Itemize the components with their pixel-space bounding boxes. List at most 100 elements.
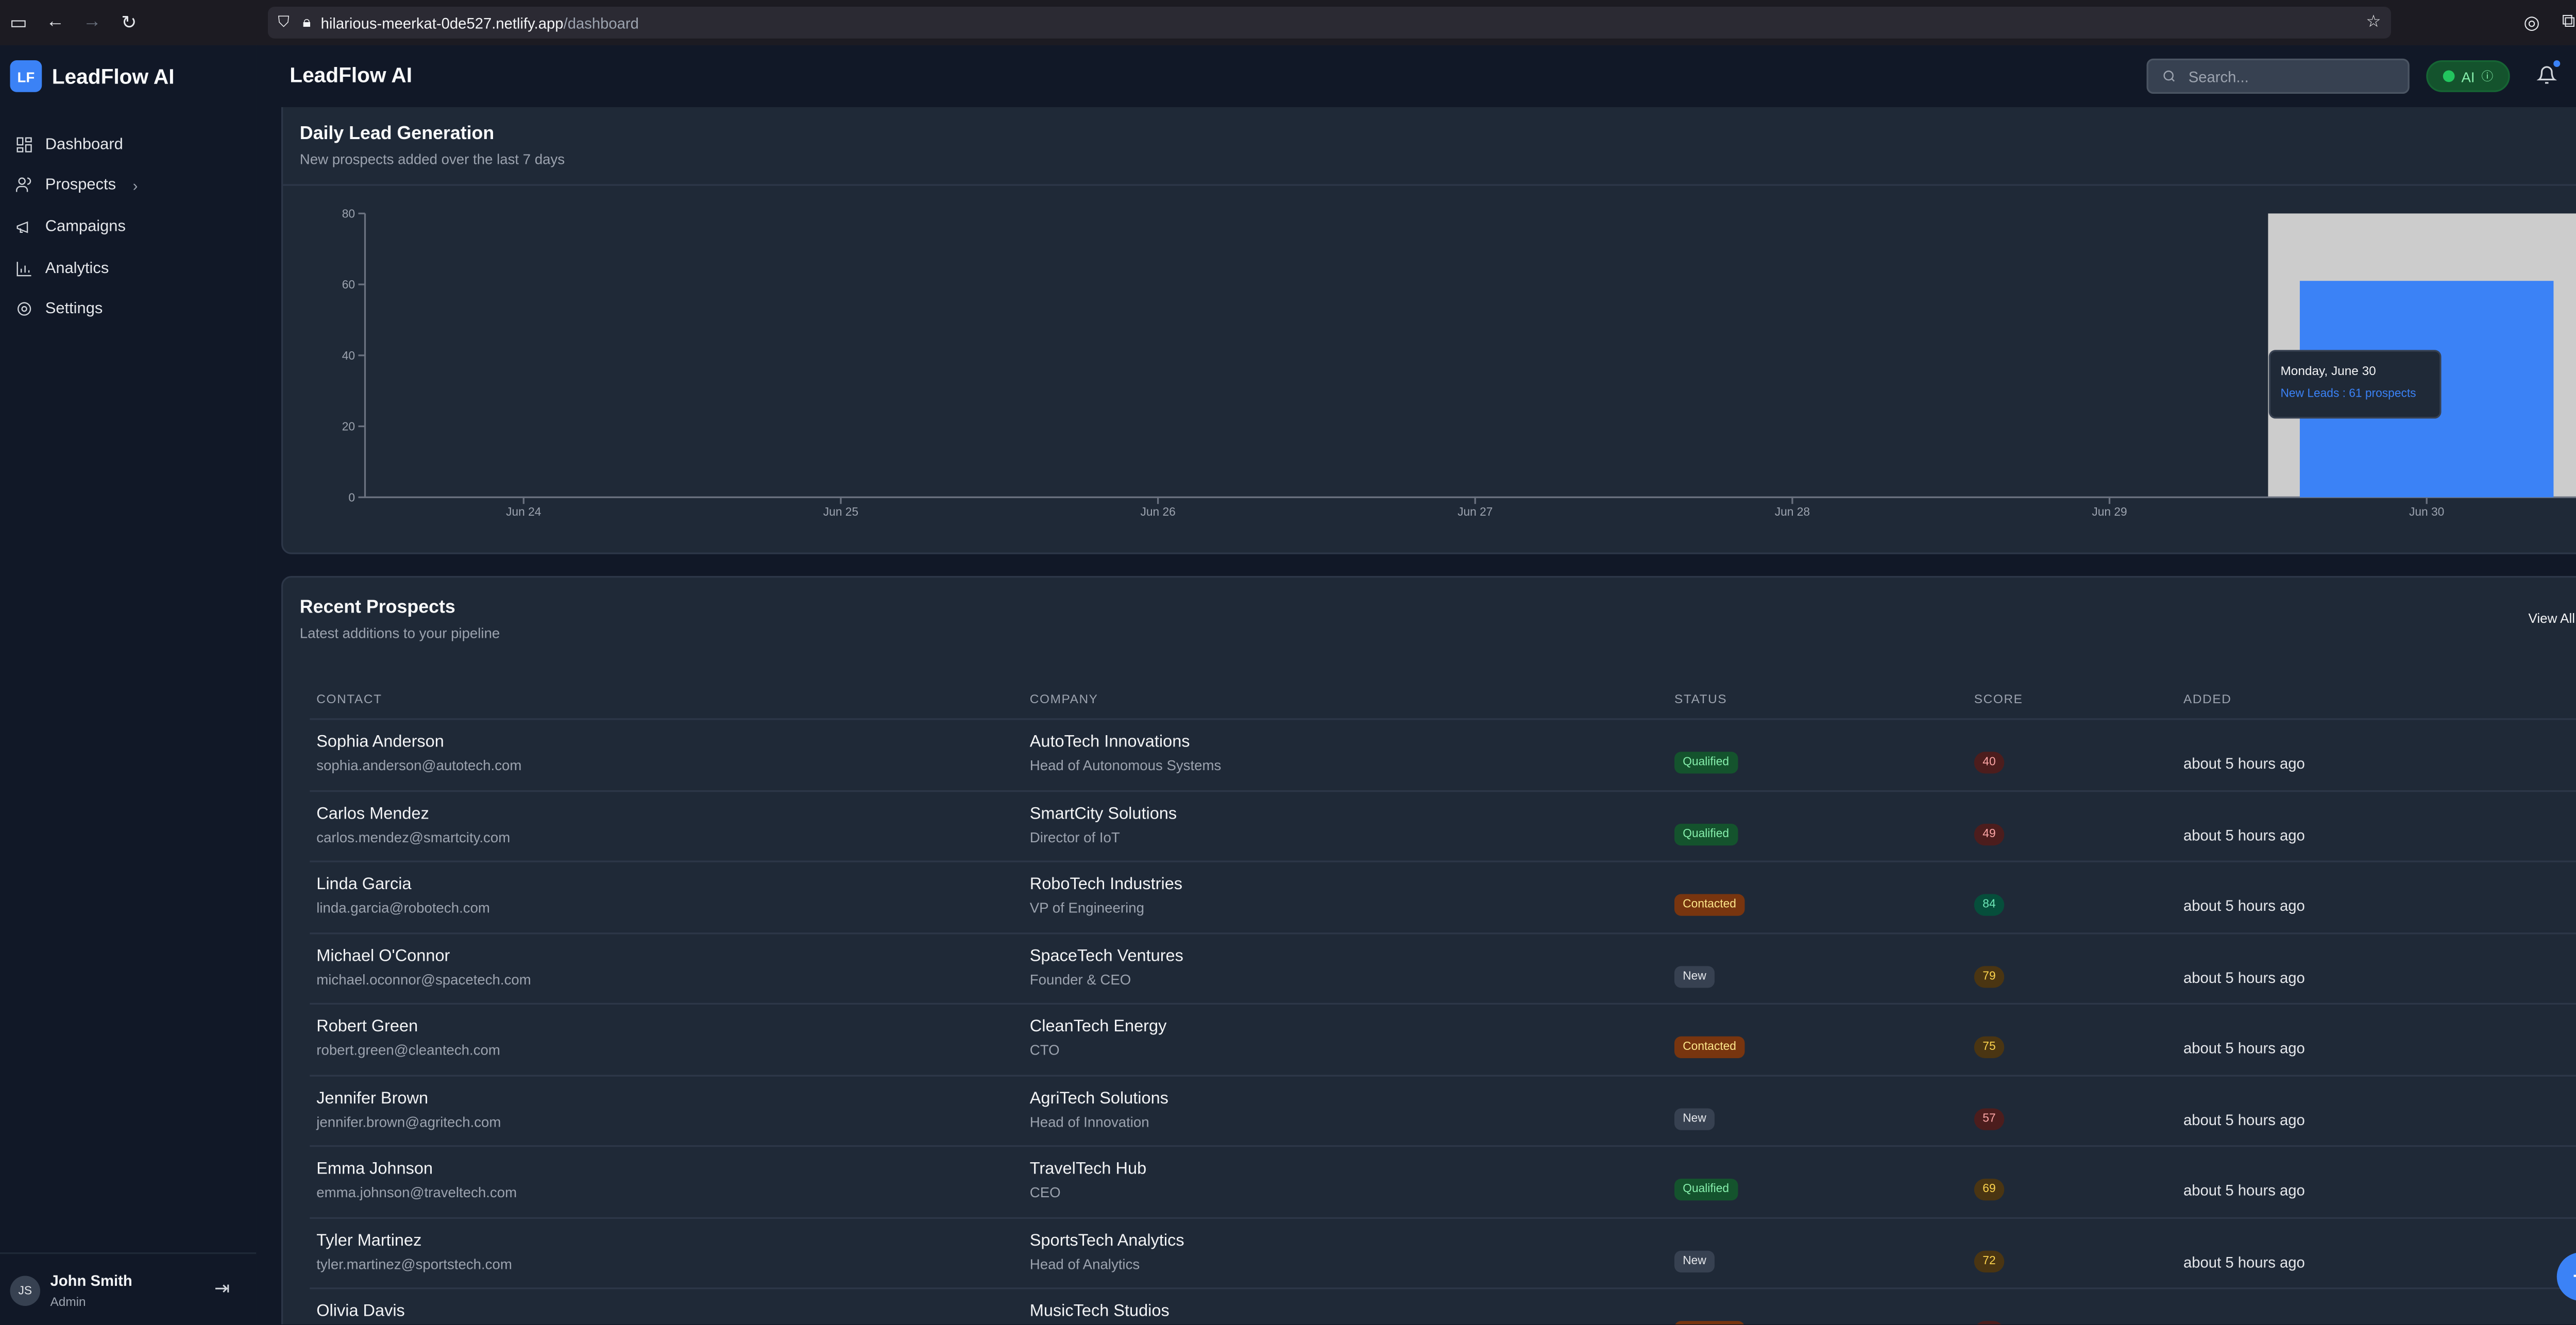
table-row[interactable]: Tyler Martinez tyler.martinez@sportstech.… [310,1216,2576,1289]
view-all-button[interactable]: View All [2528,611,2575,626]
sidebar-item-prospects[interactable]: Prospects › [15,176,138,194]
page-title: LeadFlow AI [290,63,413,88]
bookmark-star-icon[interactable]: ☆ [2366,13,2381,32]
search-placeholder: Search... [2188,67,2249,85]
score-badge: 40 [1974,752,2005,774]
table-row[interactable]: Carlos Mendez carlos.mendez@smartcity.com… [310,789,2576,862]
table-row[interactable]: Sophia Anderson sophia.anderson@autotech.… [310,718,2576,791]
y-tick-label: 40 [342,349,355,362]
score-badge: 84 [1974,894,2005,916]
avatar[interactable]: JS [10,1276,40,1306]
table-row[interactable]: Jennifer Brown jennifer.brown@agritech.co… [310,1074,2576,1147]
ai-status-badge[interactable]: AI ⓘ [2426,60,2510,92]
prospects-title: Recent Prospects [299,598,455,618]
prospects-subtitle: Latest additions to your pipeline [299,624,500,641]
x-tick-label: Jun 29 [2092,505,2127,518]
contact-email: sophia.anderson@autotech.com [316,757,522,774]
contact-cell: Carlos Mendez carlos.mendez@smartcity.com [316,805,510,845]
lock-icon: 🔒︎ [302,13,311,30]
contact-email: michael.oconnor@spacetech.com [316,970,531,987]
company-name: SportsTech Analytics [1029,1231,1184,1250]
shield-icon: ⛉ [278,13,290,30]
sidebar-item-label: Settings [45,299,103,318]
user-profile: JS John Smith Admin ⇥ [0,1252,257,1325]
contact-name: Robert Green [316,1018,418,1037]
status-badge: Contacted [1674,1321,1745,1325]
forward-icon[interactable]: → [82,11,101,32]
sidebar-item-campaigns[interactable]: Campaigns [15,218,126,236]
score-cell: 79 [1974,957,2005,987]
sidebar-toggle-icon[interactable]: ▭ [9,12,27,33]
contact-name: Emma Johnson [316,1160,433,1179]
chart-tooltip: Monday, June 30 New Leads : 61 prospects [2268,350,2442,419]
column-header: SCORE [1974,691,2023,707]
table-row[interactable]: Michael O'Connor michael.oconnor@spacetec… [310,931,2576,1005]
status-badge: Qualified [1674,752,1738,774]
contact-cell: Sophia Anderson sophia.anderson@autotech.… [316,734,521,774]
status-cell: Contacted [1674,1313,1745,1325]
sidebar-item-label: Campaigns [45,217,126,236]
status-cell: New [1674,957,1715,987]
extensions-icon[interactable]: ⧉ [2562,11,2575,31]
added-time: about 5 hours ago [2183,1253,2305,1270]
table-row[interactable]: Emma Johnson emma.johnson@traveltech.com T… [310,1145,2576,1218]
x-tick-label: Jun 26 [1140,505,1175,518]
table-row[interactable]: Linda Garcia linda.garcia@robotech.com Rob… [310,860,2576,933]
megaphone-icon [16,221,28,233]
logout-icon[interactable]: ⇥ [214,1279,230,1299]
users-icon [16,177,31,192]
browser-toolbar: ▭ ← → ↻ ⛉ 🔒︎ hilarious-meerkat-0de527.ne… [0,0,2576,47]
job-title: CTO [1029,1041,1060,1059]
status-cell: Contacted [1674,886,1745,916]
added-time: about 5 hours ago [2183,897,2305,914]
y-tick-label: 0 [348,490,355,504]
chevron-right-icon[interactable]: › [132,176,138,194]
table-row[interactable]: Robert Green robert.green@cleantech.com Cl… [310,1003,2576,1076]
contact-email: carlos.mendez@smartcity.com [316,828,511,845]
contact-name: Carlos Mendez [316,804,429,823]
sidebar-item-settings[interactable]: Settings [15,300,103,318]
contact-name: Olivia Davis [316,1302,405,1321]
company-cell: AutoTech Innovations Head of Autonomous S… [1030,734,1222,774]
sidebar-item-dashboard[interactable]: Dashboard [15,135,123,154]
company-name: AutoTech Innovations [1029,733,1190,752]
status-badge: New [1674,965,1715,987]
notification-button[interactable] [2536,60,2561,84]
reload-icon[interactable]: ↻ [121,12,137,33]
company-name: SmartCity Solutions [1029,804,1177,823]
x-tick-label: Jun 28 [1775,505,1810,518]
column-header: ADDED [2183,691,2232,707]
back-icon[interactable]: ← [46,11,65,32]
score-cell: 49 [1974,814,2005,845]
added-time: about 5 hours ago [2183,826,2305,843]
score-cell: 57 [1974,1099,2005,1130]
score-badge: 72 [1974,1250,2005,1272]
status-badge: Qualified [1674,823,1738,845]
column-header: COMPANY [1029,691,1098,707]
added-cell: about 5 hours ago [2183,747,2305,777]
added-time: about 5 hours ago [2183,969,2305,986]
contact-cell: Olivia Davis [316,1303,405,1325]
x-tick-label: Jun 24 [506,505,541,518]
user-name: John Smith [50,1272,132,1289]
account-icon[interactable]: ◎ [2523,12,2540,33]
brand[interactable]: LF LeadFlow AI [10,60,175,92]
table-row[interactable]: Olivia Davis MusicTech Studios Contacted 55… [310,1287,2576,1325]
sidebar-item-analytics[interactable]: Analytics [15,260,109,278]
company-name: SpaceTech Ventures [1029,946,1183,965]
added-cell: about 5 hours ago [2183,818,2305,848]
search-input[interactable]: Search... [2146,58,2410,94]
contact-email: tyler.martinez@sportstech.com [316,1254,512,1272]
contact-email: emma.johnson@traveltech.com [316,1183,517,1201]
status-cell: New [1674,1099,1715,1130]
score-badge: 49 [1974,823,2005,845]
score-cell: 75 [1974,1028,2005,1058]
y-tick-label: 80 [342,207,355,220]
address-bar[interactable]: ⛉ 🔒︎ hilarious-meerkat-0de527.netlify.ap… [268,7,2391,39]
y-tick-label: 20 [342,420,355,433]
status-cell: Qualified [1674,1170,1738,1201]
added-time: about 5 hours ago [2183,755,2305,772]
url-path: /dashboard [563,14,639,31]
score-badge: 57 [1974,1107,2005,1130]
contact-email: linda.garcia@robotech.com [316,899,490,916]
